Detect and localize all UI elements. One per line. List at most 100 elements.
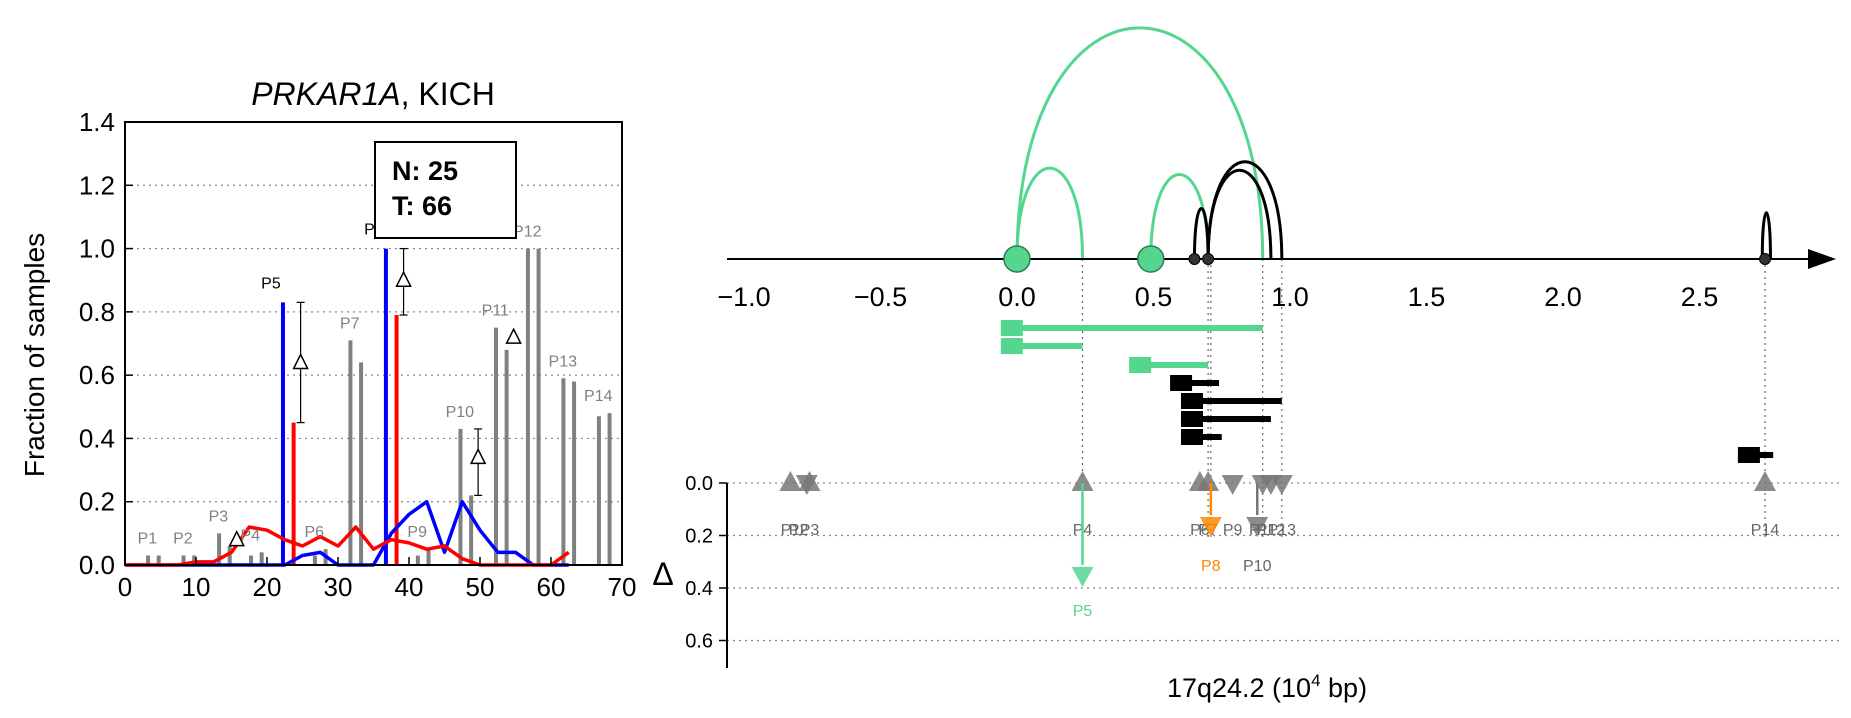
peak-label: P7	[340, 315, 360, 332]
peak-label: P10	[446, 404, 475, 421]
anchor-marker	[1137, 245, 1165, 273]
peak-label: P13	[1268, 522, 1297, 539]
track-anchor-block	[1737, 447, 1760, 463]
peak-label: P12	[1257, 522, 1286, 539]
right-x-tick-label: 1.0	[1271, 282, 1309, 312]
left-x-tick-label: 20	[253, 572, 282, 602]
right-interaction-tracks	[1000, 320, 1774, 463]
left-y-tick-label: 0.8	[79, 297, 115, 327]
left-delta-markers	[228, 247, 522, 547]
right-x-tick-label: −1.0	[717, 282, 770, 312]
peak-down-triangle-icon	[1221, 475, 1244, 495]
right-delta-ticks: 0.0 0.2 0.4 0.6	[685, 473, 727, 653]
track-anchor-block	[1000, 338, 1023, 354]
peak-up-triangle-icon	[779, 471, 802, 491]
left-y-tick-label: 1.4	[79, 107, 115, 137]
loop-arc	[1015, 26, 1265, 260]
left-x-tick-label: 70	[608, 572, 637, 602]
left-x-tick-label: 40	[395, 572, 424, 602]
peak-up-triangle-icon	[1197, 471, 1220, 491]
genomic-axis	[727, 249, 1836, 269]
left-x-tick-label: 60	[537, 572, 566, 602]
delta-triangle-icon	[395, 270, 412, 287]
peak-label: P13	[549, 353, 578, 370]
peak-label: P9	[1223, 522, 1243, 539]
peak-label: P14	[1751, 522, 1780, 539]
left-y-tick-label: 0.0	[79, 550, 115, 580]
xlabel-post: bp)	[1321, 673, 1368, 703]
peak-label: P3	[209, 508, 229, 525]
track-anchor-block	[1180, 411, 1203, 427]
left-chart-title: PRKAR1A, KICH	[251, 76, 495, 112]
peak-label: P4	[241, 527, 261, 544]
right-x-tick-label: 1.5	[1408, 282, 1446, 312]
left-y-tick-label: 0.2	[79, 487, 115, 517]
peak-label: P12	[513, 224, 542, 241]
left-x-tick-label: 50	[466, 572, 495, 602]
xlabel-pre: 17q24.2 (10	[1167, 673, 1311, 703]
delta-triangle-icon	[505, 327, 522, 344]
loop-arc	[1760, 211, 1772, 260]
right-chart-panel: −1.0 −0.5 0.0 0.5 1.0 1.5 2.0 2.5 0.00.20.40.6 …	[652, 26, 1840, 703]
title-cancer: , KICH	[401, 76, 495, 112]
right-gridlines	[727, 482, 1840, 642]
peak-label: P1	[138, 531, 158, 548]
right-x-tick-labels: −1.0 −0.5 0.0 0.5 1.0 1.5 2.0 2.5	[717, 282, 1718, 312]
peak-label: P1	[781, 522, 801, 539]
loop-arc	[1206, 160, 1284, 260]
anchor-marker	[1759, 253, 1772, 265]
right-x-tick-label: 2.0	[1544, 282, 1582, 312]
track-anchor-block	[1180, 393, 1203, 409]
peak-label: P2	[173, 531, 193, 548]
peak-up-triangle-icon	[798, 471, 821, 491]
left-axis-ticks: 0.0 0.2 0.4 0.6 0.8 1.0 1.2 1.4 0 10 20 30 40 50 60 70	[79, 107, 637, 602]
legend-box: N: 25 T: 66	[374, 141, 517, 239]
peak-down-triangle-icon	[1246, 517, 1269, 537]
peak-up-triangle-icon	[1071, 471, 1094, 491]
peak-label: P11	[482, 303, 509, 320]
left-x-tick-label: 10	[182, 572, 211, 602]
legend-t-count: T: 66	[392, 191, 452, 221]
anchor-marker	[1202, 253, 1215, 265]
track-anchor-block	[1170, 375, 1193, 391]
track-anchor-block	[1000, 320, 1023, 336]
delta-tick-label: 0.6	[685, 631, 713, 653]
right-loop-arcs	[1015, 26, 1772, 260]
peak-label: P14	[584, 388, 613, 405]
right-x-axis-label: 17q24.2 (104 bp)	[1167, 671, 1367, 703]
left-x-tick-label: 0	[118, 572, 132, 602]
peak-down-triangle-icon	[1199, 517, 1222, 537]
right-x-tick-label: 2.5	[1681, 282, 1719, 312]
loop-arc	[1149, 173, 1210, 260]
right-x-tick-label: 0.0	[998, 282, 1036, 312]
xlabel-sup: 4	[1311, 671, 1320, 690]
title-gene: PRKAR1A	[251, 76, 400, 112]
peak-label: P3	[800, 522, 820, 539]
peak-label: P6	[304, 524, 324, 541]
axis-arrow-icon	[1808, 249, 1836, 269]
left-y-tick-label: 1.2	[79, 170, 115, 200]
delta-triangle-icon	[469, 447, 487, 465]
peak-label: P2	[789, 522, 809, 539]
peak-label: P10	[1243, 558, 1272, 575]
peak-label: P5	[261, 275, 281, 292]
delta-triangle-icon	[292, 352, 309, 370]
delta-tick-label: 0.4	[685, 578, 713, 600]
track-anchor-block	[1180, 429, 1203, 445]
left-chart-panel: PRKAR1A, KICH Fraction of samples P1 P2 P3…	[19, 76, 636, 602]
peak-label: P5	[1073, 603, 1093, 620]
delta-triangle-icon	[228, 530, 245, 547]
left-y-tick-label: 0.6	[79, 360, 115, 390]
delta-tick-label: 0.0	[685, 473, 713, 495]
left-y-tick-label: 1.0	[79, 234, 115, 264]
anchor-marker	[1188, 253, 1201, 265]
anchor-marker	[1003, 245, 1031, 273]
peak-label: P11	[1249, 522, 1276, 539]
peak-down-triangle-icon	[1071, 566, 1094, 587]
peak-down-triangle-icon	[1270, 475, 1293, 495]
delta-axis-label: Δ	[652, 556, 673, 592]
legend-n-count: N: 25	[392, 156, 458, 186]
